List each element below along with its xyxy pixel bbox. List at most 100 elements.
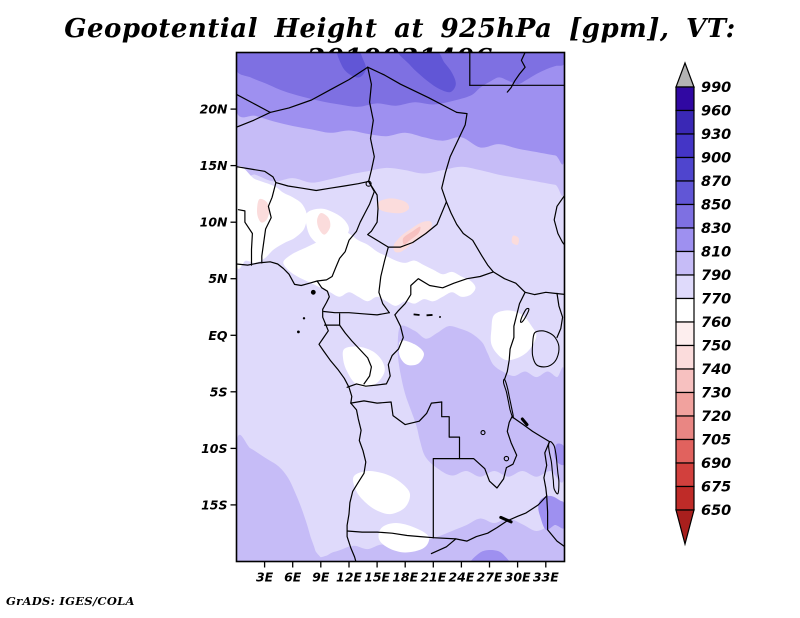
border-zambezi-zimbabwe bbox=[432, 495, 548, 542]
shading-blob bbox=[337, 52, 366, 78]
colorbar-label: 960 bbox=[701, 104, 731, 120]
colorbar-label: 720 bbox=[701, 409, 731, 425]
colorbar-segment bbox=[675, 180, 695, 206]
colorbar: 990 960 930 900 870 850 830 810 790 770 760 750 740 7… bbox=[675, 61, 731, 547]
colorbar-segment bbox=[675, 274, 695, 300]
shading-blob bbox=[397, 52, 456, 93]
shading-blob bbox=[317, 213, 331, 235]
shading-blob bbox=[257, 198, 270, 223]
lon-tick-label: 15E bbox=[364, 570, 390, 585]
border-togo-benin bbox=[237, 209, 253, 266]
lat-tick-label: EQ bbox=[208, 328, 228, 343]
colorbar-segment bbox=[675, 203, 695, 229]
lon-tick-label: 21E bbox=[420, 570, 446, 585]
colorbar-label: 830 bbox=[701, 221, 731, 237]
border-angola-namibia bbox=[346, 530, 434, 539]
shading-blob bbox=[398, 340, 424, 366]
colorbar-segment bbox=[675, 368, 695, 394]
lon-tick-label: 27E bbox=[477, 570, 503, 585]
lake-malawi bbox=[548, 441, 560, 495]
lat-tick-label: 15N bbox=[200, 158, 228, 173]
lon-tick-label: 6E bbox=[284, 570, 302, 585]
lake-victoria bbox=[531, 330, 560, 368]
border-angola-zambia bbox=[432, 458, 461, 539]
lake-tanganyika bbox=[502, 378, 514, 419]
border-zambia-malawi bbox=[543, 441, 551, 497]
border-gabon-congo bbox=[339, 324, 372, 385]
colorbar-over-arrow bbox=[675, 61, 695, 88]
lat-tick-label: 5N bbox=[208, 271, 228, 286]
border-uganda-kenya bbox=[556, 292, 564, 339]
lon-tick-label: 24E bbox=[448, 570, 474, 585]
lon-tick-label: 12E bbox=[336, 570, 362, 585]
colorbar-segment bbox=[675, 462, 695, 488]
border-drc-ssudan-uganda bbox=[492, 271, 526, 380]
border-car-drc bbox=[394, 271, 494, 316]
border-mali-niger-west bbox=[236, 166, 277, 184]
colorbar-label: 790 bbox=[701, 268, 731, 284]
lat-tick-label: 10N bbox=[200, 215, 228, 230]
border-ethiopia-sudan bbox=[553, 194, 565, 246]
lake-rukwa bbox=[520, 417, 529, 427]
lon-tick-label: 3E bbox=[256, 570, 274, 585]
border-atlantic-coast bbox=[236, 261, 367, 562]
lake-albert bbox=[519, 307, 530, 323]
border-niger-libya bbox=[367, 66, 458, 113]
border-caprivi-botswana bbox=[430, 538, 457, 555]
colorbar-label: 850 bbox=[701, 198, 731, 214]
border-niger-nigeria bbox=[275, 180, 370, 192]
shading-blob bbox=[352, 470, 411, 515]
colorbar-segment bbox=[675, 391, 695, 417]
border-tanzania-zambia bbox=[511, 416, 551, 443]
lake-bangweulu bbox=[480, 430, 486, 436]
colorbar-label: 990 bbox=[701, 80, 731, 96]
colorbar-label: 705 bbox=[701, 433, 731, 449]
colorbar-segment bbox=[675, 250, 695, 276]
shading-blob bbox=[236, 434, 324, 562]
colorbar-segment bbox=[675, 109, 695, 135]
lat-tick-label: 10S bbox=[201, 441, 227, 456]
lake-kariba bbox=[499, 515, 513, 524]
shading-blob bbox=[306, 518, 565, 562]
lon-tick-label: 33E bbox=[533, 570, 559, 585]
island-bioko bbox=[310, 289, 316, 295]
colorbar-label: 760 bbox=[701, 315, 731, 331]
lake-chad bbox=[365, 180, 372, 187]
colorbar-segment bbox=[675, 297, 695, 323]
colorbar-label: 750 bbox=[701, 339, 731, 355]
lake-mweru bbox=[503, 455, 510, 462]
border-malawi-mozambique bbox=[546, 495, 565, 548]
colorbar-segment bbox=[675, 86, 695, 112]
border-cameroon-south bbox=[323, 310, 390, 316]
colorbar-segment bbox=[675, 133, 695, 159]
colorbar-label: 870 bbox=[701, 174, 731, 190]
shading-blob bbox=[377, 198, 410, 214]
colorbar-label: 810 bbox=[701, 245, 731, 261]
border-congo-drc bbox=[346, 314, 404, 388]
border-chad-cameroon-car bbox=[367, 180, 447, 248]
border-angola-drc bbox=[350, 400, 443, 426]
lat-tick-label: 15S bbox=[201, 497, 227, 512]
lat-tick-label: 5S bbox=[210, 384, 228, 399]
shading-blob bbox=[283, 229, 476, 306]
colorbar-label: 650 bbox=[701, 503, 731, 519]
island-principe bbox=[302, 317, 306, 320]
colorbar-label: 930 bbox=[701, 127, 731, 143]
colorbar-under-arrow bbox=[675, 509, 695, 547]
colorbar-segment bbox=[675, 344, 695, 370]
colorbar-segment bbox=[675, 227, 695, 253]
border-nigeria-cameroon bbox=[316, 180, 375, 282]
border-cameroon-car bbox=[378, 246, 390, 314]
colorbar-segment bbox=[675, 438, 695, 464]
lat-tick-label: 20N bbox=[200, 102, 228, 117]
border-mali-niger bbox=[236, 111, 271, 128]
contour-770-dashed bbox=[413, 313, 442, 319]
grads-credit: GrADS: IGES/COLA bbox=[6, 594, 135, 608]
shading-blob bbox=[342, 346, 385, 388]
shading-blob bbox=[236, 52, 565, 107]
lon-tick-label: 30E bbox=[505, 570, 531, 585]
border-drc-zambia bbox=[441, 401, 518, 489]
shading-blob bbox=[511, 235, 519, 245]
map-shading bbox=[236, 52, 565, 562]
